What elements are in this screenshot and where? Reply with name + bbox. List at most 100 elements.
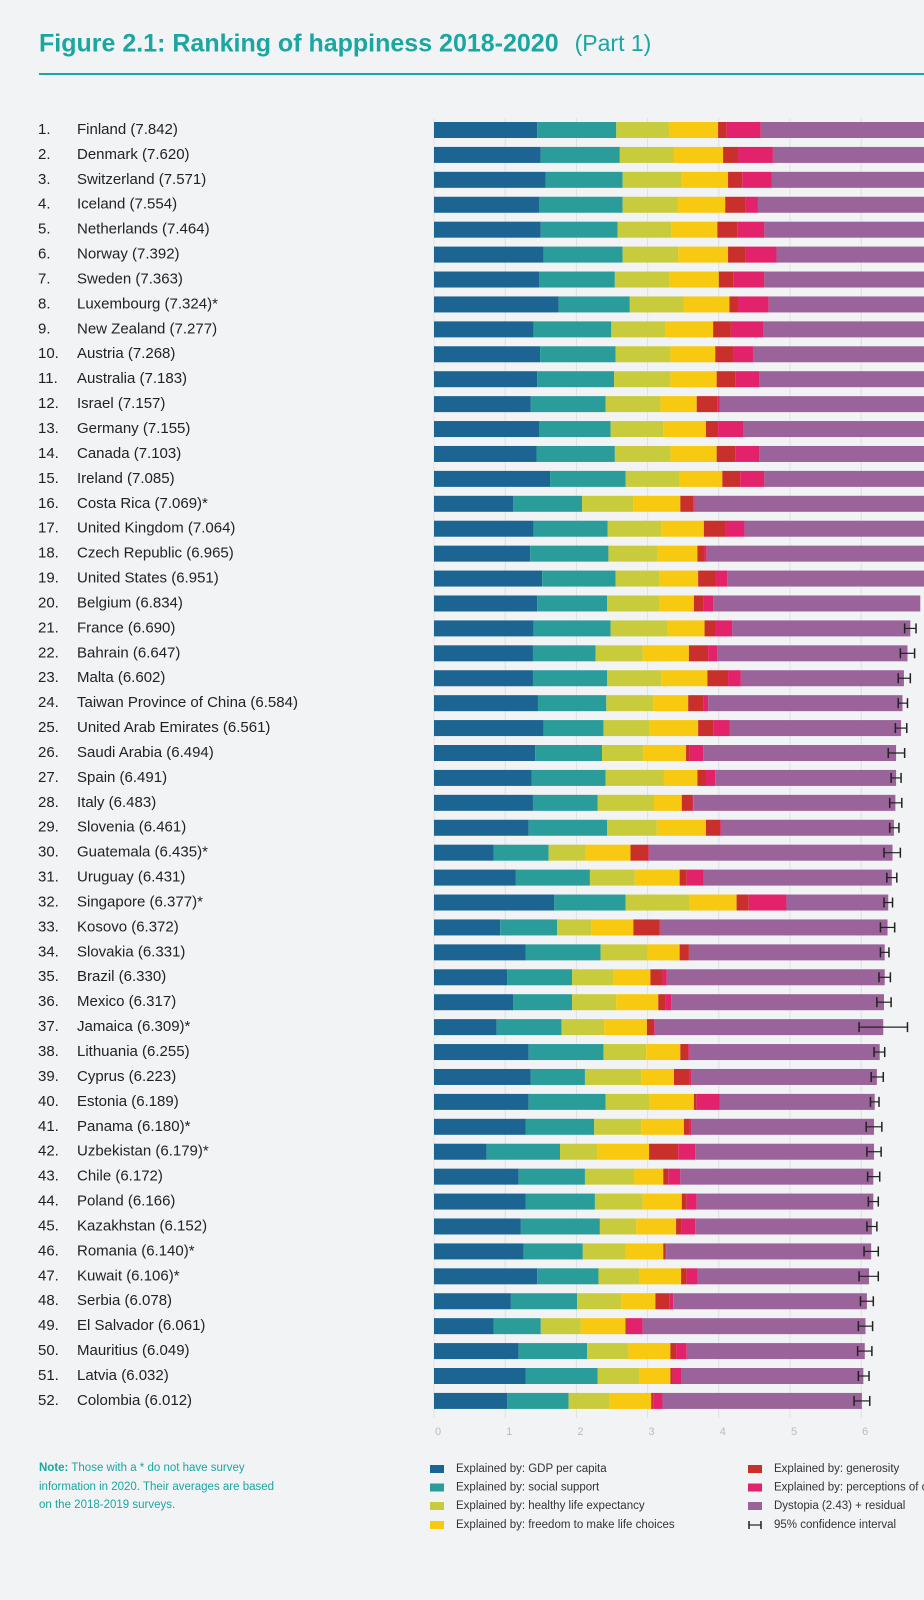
bar-segment (609, 1392, 652, 1409)
bar-segment (629, 296, 684, 313)
legend-label: Explained by: generosity (774, 1463, 900, 1475)
country-label: Austria (7.268) (77, 345, 175, 362)
x-tick-label: 2 (577, 1426, 583, 1438)
country-label: Australia (7.183) (77, 370, 187, 387)
bar-segment (669, 271, 719, 288)
bar-segment (737, 221, 765, 238)
bar-segment (533, 321, 612, 338)
bar-segment (722, 470, 741, 487)
bar-segment (666, 1243, 872, 1260)
bar-segment (768, 296, 924, 313)
bar-segment (650, 969, 663, 986)
bar-segment (434, 1268, 538, 1285)
country-label: Poland (6.166) (77, 1193, 175, 1210)
bar-segment (689, 745, 704, 761)
bar-segment (434, 246, 544, 263)
country-label: Saudi Arabia (6.494) (77, 744, 214, 761)
rank-label: 5. (38, 221, 51, 238)
bar-segment (625, 894, 690, 911)
bar-segment (554, 894, 626, 911)
bar-segment (615, 570, 660, 587)
bar-segment (594, 1118, 642, 1135)
bar-segment (659, 570, 699, 587)
bar-segment (615, 346, 671, 363)
x-tick-label: 1 (506, 1426, 512, 1438)
rank-label: 35. (38, 968, 59, 985)
bar-segment (646, 1019, 655, 1036)
bar-segment (691, 1118, 875, 1135)
bar-segment (528, 1044, 604, 1061)
bar-segment (613, 969, 651, 986)
bar-segment (540, 221, 618, 238)
rank-label: 19. (38, 570, 59, 587)
bar-segment (434, 1044, 529, 1061)
bar-segment (681, 794, 693, 811)
bar-segment (520, 1218, 600, 1235)
bar-segment (643, 745, 687, 761)
bar-segment (736, 894, 749, 911)
bar-segment (493, 844, 549, 861)
bar-segment (686, 745, 690, 761)
bar-segment (434, 595, 538, 612)
country-label: New Zealand (7.277) (77, 320, 217, 337)
bar-segment (665, 1243, 667, 1260)
bar-segment (537, 1268, 599, 1285)
bar-segment (676, 1343, 687, 1360)
rank-label: 21. (38, 619, 59, 636)
legend-swatch (430, 1502, 444, 1510)
country-label: Sweden (7.363) (77, 270, 183, 287)
bar-segment (585, 844, 631, 861)
bar-segment (589, 869, 635, 886)
legend-label: Explained by: healthy life expectancy (456, 1500, 645, 1512)
bar-segment (528, 1093, 606, 1110)
country-label: Costa Rica (7.069)* (77, 495, 208, 512)
note: Note: Those with a * do not have survey … (39, 1459, 284, 1515)
bar-segment (434, 994, 514, 1011)
bar-segment (653, 1392, 663, 1409)
country-label: France (6.690) (77, 619, 175, 636)
bar-segment (729, 296, 739, 313)
bar-segment (540, 1318, 581, 1335)
bar-segment (607, 819, 657, 836)
bar-segment (713, 720, 730, 737)
bar-segment (434, 695, 538, 712)
bar-segment (434, 1218, 521, 1235)
bar-segment (693, 1093, 697, 1110)
bar-segment (760, 122, 924, 138)
bar-segment (434, 421, 540, 438)
rank-label: 12. (38, 395, 59, 412)
bar-segment (689, 894, 737, 911)
bar-segment (757, 196, 924, 213)
bar-segment (686, 1193, 697, 1210)
bar-segment (716, 371, 736, 388)
legend-label: 95% confidence interval (774, 1519, 896, 1531)
bar-segment (434, 396, 531, 413)
bar-segment (597, 1368, 640, 1384)
bar-segment (681, 1368, 864, 1384)
bar-segment (721, 819, 894, 836)
rank-label: 48. (38, 1292, 59, 1309)
bar-segment (617, 221, 672, 238)
rank-label: 9. (38, 320, 51, 337)
bar-segment (679, 944, 689, 961)
bar-segment (740, 470, 765, 487)
bar-segment (676, 1218, 682, 1235)
bar-segment (686, 1343, 865, 1360)
rank-label: 23. (38, 669, 59, 686)
country-label: Finland (7.842) (77, 121, 178, 138)
bar-segment (718, 122, 727, 138)
bar-segment (434, 794, 533, 811)
rank-label: 24. (38, 694, 59, 711)
bar-segment (717, 221, 738, 238)
bar-segment (656, 819, 706, 836)
country-label: Mauritius (6.049) (77, 1342, 190, 1359)
country-label: Norway (7.392) (77, 246, 180, 263)
bar-segment (525, 944, 601, 961)
rank-label: 43. (38, 1168, 59, 1185)
bar-segment (660, 919, 888, 936)
bar-segment (670, 1368, 673, 1384)
bar-segment (695, 1218, 872, 1235)
bar-segment (671, 994, 884, 1011)
bar-segment (696, 1093, 720, 1110)
